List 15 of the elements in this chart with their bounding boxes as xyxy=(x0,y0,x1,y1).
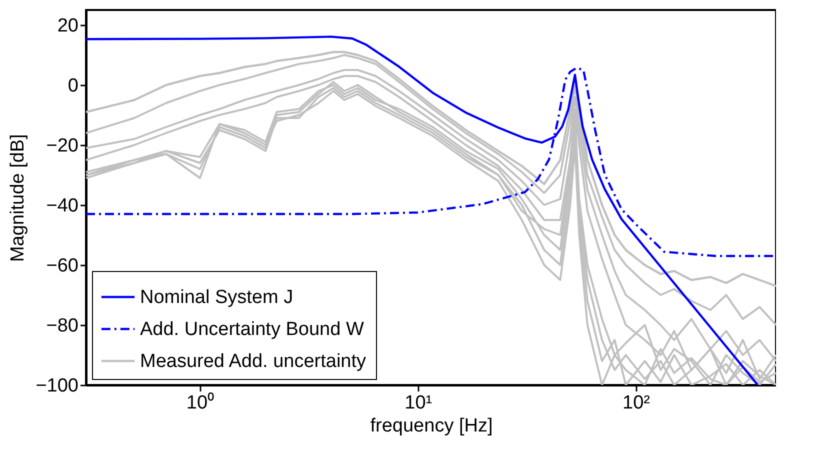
y-tick-label: −100 xyxy=(36,376,78,396)
x-axis-title: frequency [Hz] xyxy=(370,416,493,436)
y-tick-label: −80 xyxy=(46,316,78,336)
x-tick-label: 10¹ xyxy=(404,392,432,414)
y-tick-label: −20 xyxy=(46,136,78,156)
legend-label: Add. Uncertainty Bound W xyxy=(140,319,364,340)
y-tick-label: 20 xyxy=(57,16,78,36)
x-tick-label: 10⁰ xyxy=(186,392,215,414)
y-axis-title: Magnitude [dB] xyxy=(8,134,29,262)
x-tick-label: 10² xyxy=(622,392,650,414)
legend-label: Measured Add. uncertainty xyxy=(140,351,367,372)
y-tick-label: −60 xyxy=(46,256,78,276)
y-tick-label: −40 xyxy=(46,196,78,216)
legend-label: Nominal System J xyxy=(140,287,294,308)
y-tick-label: 0 xyxy=(68,76,78,96)
